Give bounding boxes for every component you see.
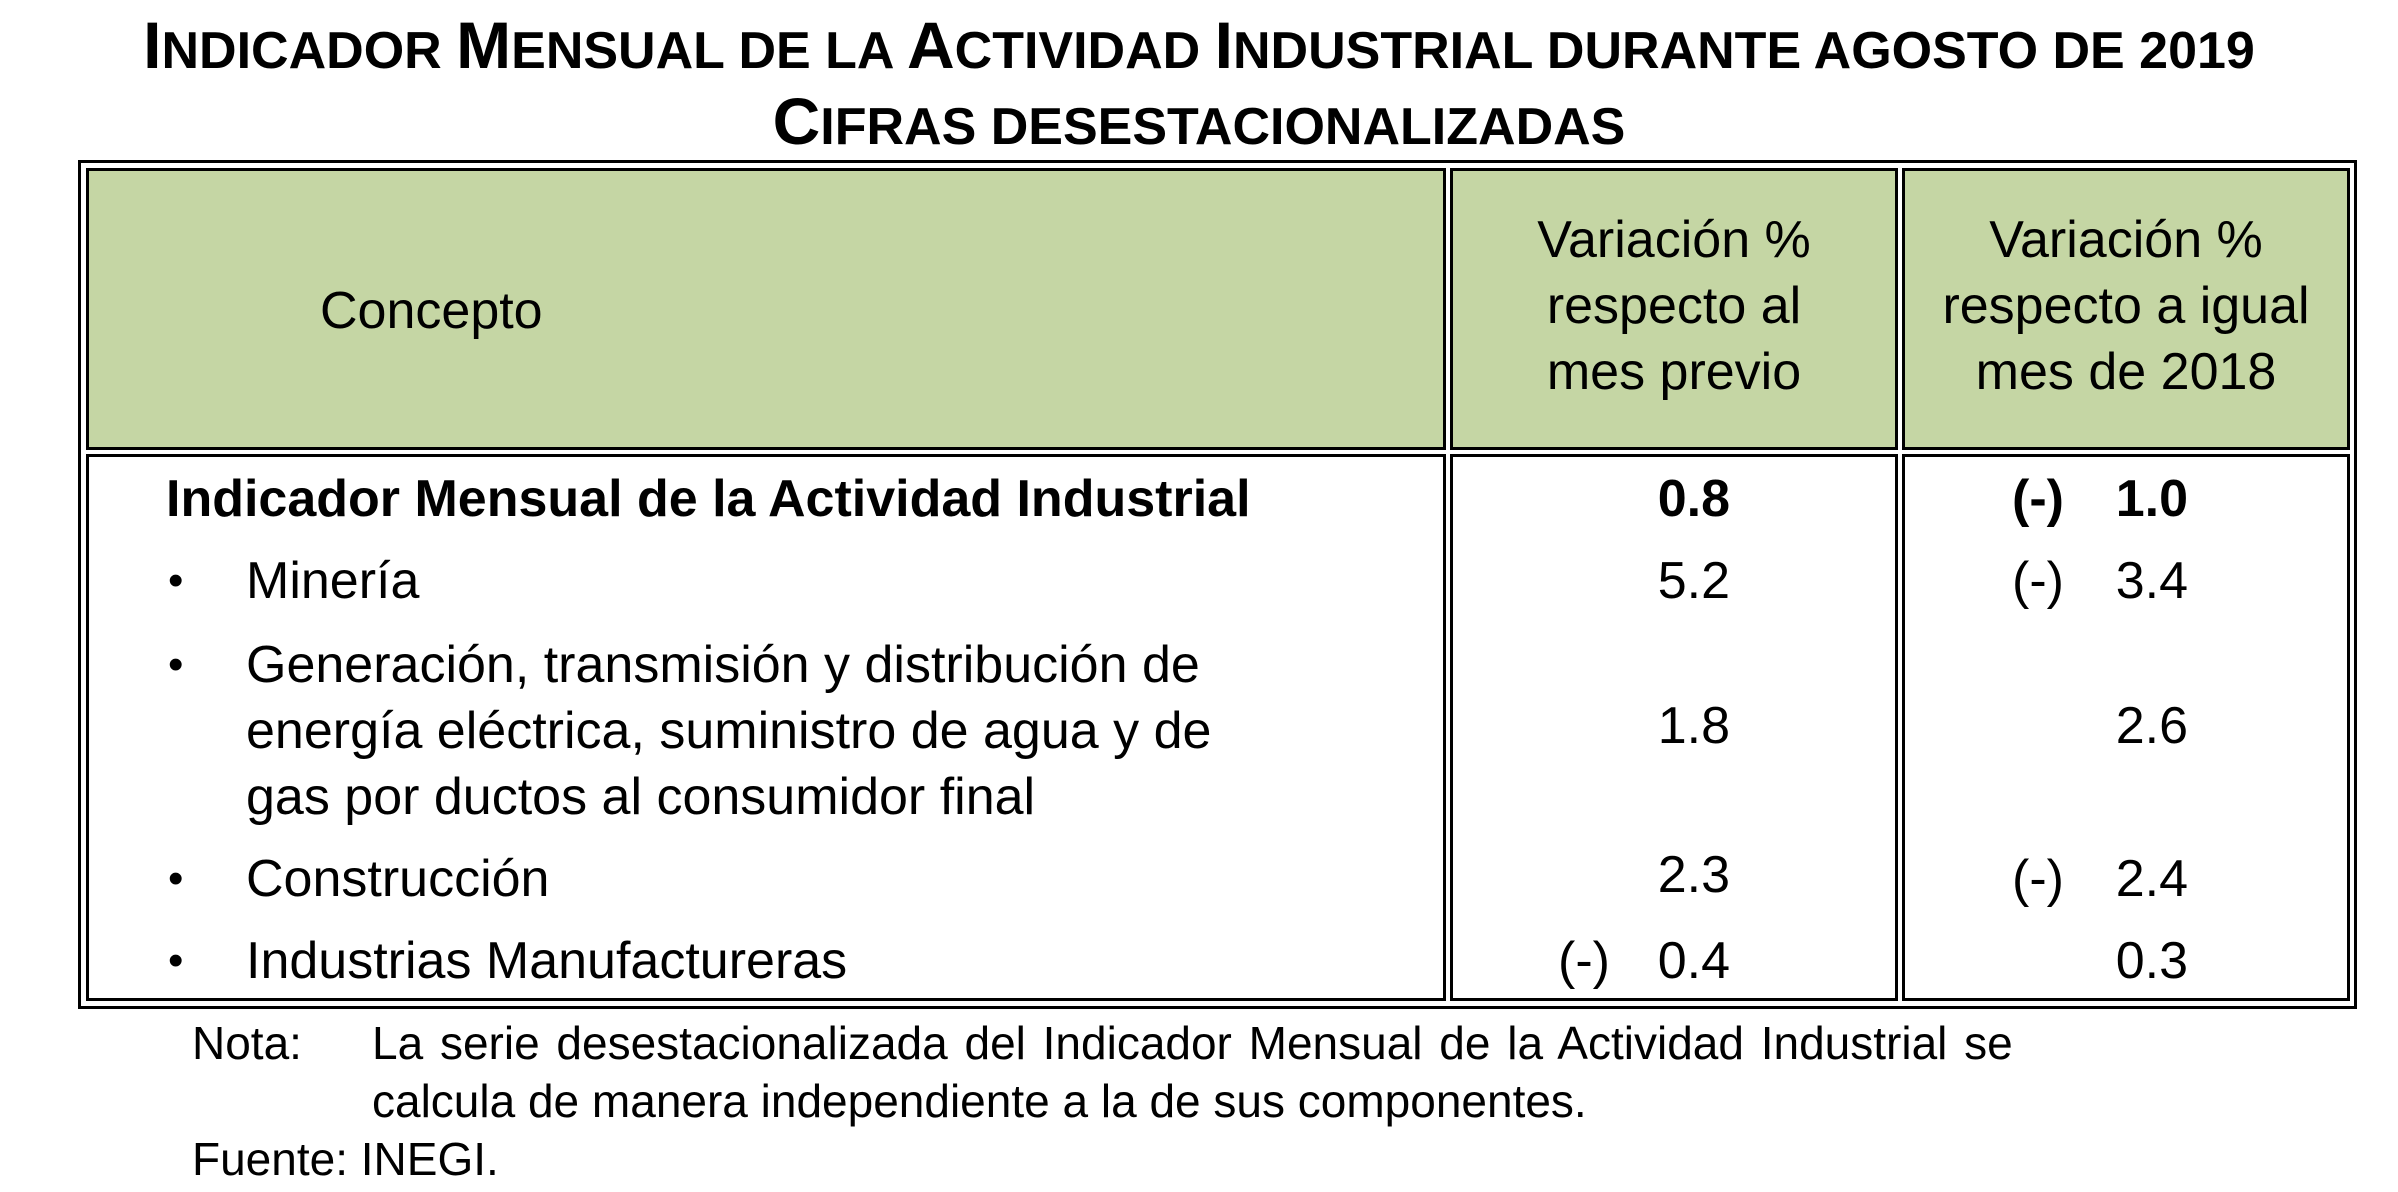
title-part-4: Industrial durante agosto de 2019 [1214,8,2255,82]
row-label-construccion: Construcción [246,850,550,908]
row-label-total: Indicador Mensual de la Actividad Indust… [166,470,1251,528]
row-sign-anual-mineria: (-) [2012,552,2064,610]
bullet-icon: • [168,936,184,985]
note-text-line2: calcula de manera independiente a la de … [372,1075,1587,1127]
row-label-mineria: Minería [246,552,420,610]
document-title: Indicador Mensual de la Actividad Indust… [0,12,2398,79]
header-mes-previo-label: Variación % respecto al mes previo [1537,211,1811,401]
note-label: Nota: [192,1017,302,1069]
row-label-generacion-line2: energía eléctrica, suministro de agua y … [246,702,1212,760]
row-value-anual-construccion: 2.4 [2115,850,2188,908]
bullet-icon: • [168,640,184,689]
body-cell-concepto [86,454,1446,1001]
header-cell-concepto [86,168,1446,450]
row-value-anual-generacion: 2.6 [2115,697,2188,755]
row-sign-anual-total: (-) [2012,470,2064,528]
bullet-icon: • [168,854,184,903]
title-part-2: Mensual de la [456,8,907,82]
row-value-mes-total: 0.8 [1657,470,1730,528]
row-value-anual-total: 1.0 [2115,470,2188,528]
row-sign-mes-manufactureras: (-) [1558,932,1610,990]
row-label-manufactureras: Industrias Manufactureras [246,932,848,990]
header-concepto-label: Concepto [320,282,543,340]
header-igual-mes-label: Variación % respecto a igual mes de 2018 [1942,211,2310,401]
title-part-3: Actividad [906,8,1215,82]
row-value-mes-construccion: 2.3 [1657,846,1730,904]
row-value-anual-mineria: 3.4 [2115,552,2188,610]
body-cell-igual-mes [1902,454,2350,1001]
body-cell-mes-previo [1450,454,1898,1001]
header-cell-igual-mes [1902,168,2350,450]
table-frame [78,160,2357,1009]
row-label-generacion-line1: Generación, transmisión y distribución d… [246,636,1200,694]
row-value-anual-manufactureras: 0.3 [2115,932,2188,990]
row-value-mes-generacion: 1.8 [1657,697,1730,755]
bullet-icon: • [168,556,184,605]
document-subtitle: Cifras desestacionalizadas [772,84,1626,158]
source-note: Fuente: INEGI. [192,1133,499,1185]
header-cell-mes-previo [1450,168,1898,450]
row-value-mes-mineria: 5.2 [1657,552,1730,610]
title-part-1: Indicador [143,8,457,82]
note-text-line1: La serie desestacionalizada del Indicado… [372,1017,2013,1069]
row-value-mes-manufactureras: 0.4 [1657,932,1730,990]
row-label-generacion-line3: gas por ductos al consumidor final [246,768,1036,826]
row-sign-anual-construccion: (-) [2012,850,2064,908]
